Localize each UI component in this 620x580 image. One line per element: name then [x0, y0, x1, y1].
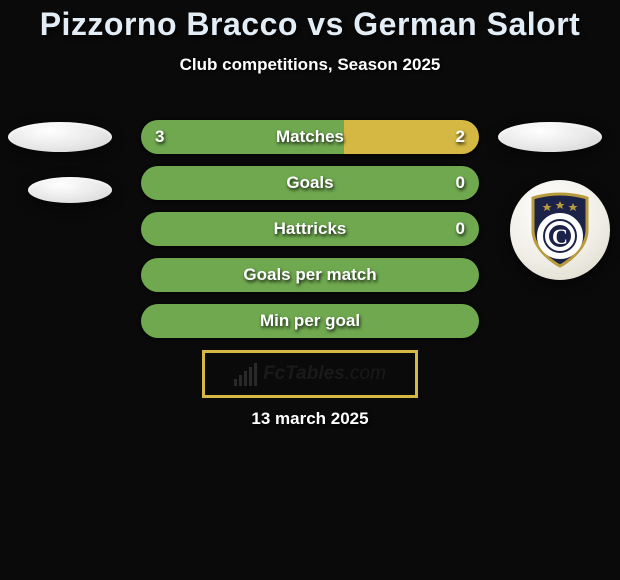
stat-row: Hattricks0 — [140, 211, 480, 247]
decorative-ellipse — [8, 122, 112, 152]
comparison-chart: Matches32Goals0Hattricks0Goals per match… — [140, 119, 480, 349]
decorative-ellipse — [28, 177, 112, 203]
stat-value-right: 0 — [456, 219, 465, 239]
stat-row: Goals0 — [140, 165, 480, 201]
fctables-logo: FcTables.com — [202, 350, 418, 398]
bar-left — [141, 166, 479, 200]
logo-text: FcTables.com — [263, 363, 386, 385]
bar-left — [141, 258, 479, 292]
badge-circle: C — [510, 180, 610, 280]
bar-left — [141, 212, 479, 246]
stat-value-right: 2 — [456, 127, 465, 147]
stat-row: Goals per match — [140, 257, 480, 293]
decorative-ellipse — [498, 122, 602, 152]
stat-value-left: 3 — [155, 127, 164, 147]
stat-row: Min per goal — [140, 303, 480, 339]
bar-left — [141, 120, 344, 154]
shield-icon: C — [525, 190, 595, 270]
page-title: Pizzorno Bracco vs German Salort — [0, 0, 620, 43]
bars-icon — [234, 363, 257, 386]
subtitle: Club competitions, Season 2025 — [0, 55, 620, 75]
svg-text:C: C — [552, 224, 568, 249]
stat-row: Matches32 — [140, 119, 480, 155]
team-badge: C — [510, 180, 610, 280]
bar-left — [141, 304, 479, 338]
date-label: 13 march 2025 — [0, 409, 620, 429]
stat-value-right: 0 — [456, 173, 465, 193]
